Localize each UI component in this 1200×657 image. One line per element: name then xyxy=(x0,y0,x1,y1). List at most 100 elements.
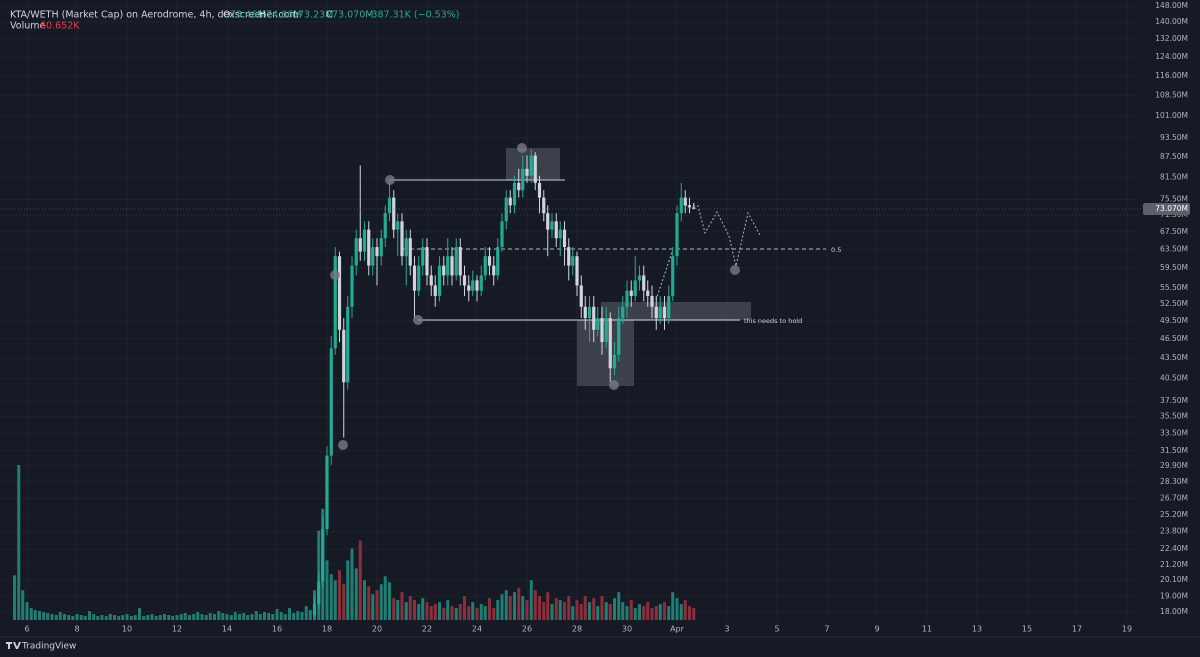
volume-bar xyxy=(663,602,666,620)
candle-body xyxy=(579,285,583,307)
volume-bar xyxy=(442,608,446,620)
volume-bar xyxy=(458,604,462,620)
volume-bar xyxy=(517,588,521,620)
volume-bar xyxy=(367,586,371,620)
volume-bar xyxy=(229,615,233,620)
y-tick-label: 20.10M xyxy=(1160,575,1188,584)
volume-bar xyxy=(679,604,683,620)
x-tick-label: 26 xyxy=(522,625,532,634)
brand-logo: TradingView xyxy=(6,642,76,652)
candle-body xyxy=(617,318,621,355)
volume-bar xyxy=(583,596,587,620)
volume-bar xyxy=(563,602,566,620)
candle-body xyxy=(633,280,637,296)
volume-bar xyxy=(529,580,533,620)
volume-bar xyxy=(671,592,675,620)
trend-line xyxy=(655,251,673,301)
candle-body xyxy=(387,197,392,214)
volume-bar xyxy=(304,606,308,620)
candle-body xyxy=(392,197,396,230)
candle-body xyxy=(346,306,350,383)
volume-bar xyxy=(267,613,271,620)
volume-pane xyxy=(13,465,696,620)
volume-bar xyxy=(554,598,558,620)
volume-bar xyxy=(25,602,29,620)
fib-label: 0.5 xyxy=(831,246,841,254)
candle-body xyxy=(446,256,450,276)
volume-bar xyxy=(175,615,179,620)
candle-body xyxy=(658,306,662,319)
volume-bar xyxy=(346,560,350,620)
candle-body xyxy=(587,306,592,319)
volume-bar xyxy=(200,614,204,620)
y-tick-label: 18.00M xyxy=(1160,607,1188,616)
point-marker xyxy=(730,265,740,275)
volume-bar xyxy=(108,614,112,620)
candle-body xyxy=(408,238,412,266)
y-tick-label: 19.00M xyxy=(1160,591,1188,600)
volume-bar xyxy=(446,600,450,620)
volume-bar xyxy=(204,615,208,620)
y-tick-label: 49.50M xyxy=(1160,316,1188,325)
annotation-label: this needs to hold xyxy=(744,317,802,325)
volume-bar xyxy=(238,614,241,620)
ohlc-value: 74.66M xyxy=(266,10,301,21)
volume-bar xyxy=(296,611,300,620)
volume-bar xyxy=(571,606,575,620)
volume-bar xyxy=(71,616,75,620)
y-tick-label: 23.80M xyxy=(1160,527,1188,536)
candle-body xyxy=(437,265,442,296)
candle-body xyxy=(546,213,550,230)
candle-body xyxy=(637,275,642,281)
candle-body xyxy=(496,247,500,276)
volume-bar xyxy=(608,604,612,620)
volume-bar xyxy=(400,592,404,620)
candle-body xyxy=(433,285,437,296)
x-tick-label: 18 xyxy=(322,625,332,634)
volume-bar xyxy=(438,602,441,620)
volume-bar xyxy=(408,596,412,620)
y-tick-label: 75.50M xyxy=(1160,195,1188,204)
point-marker xyxy=(338,440,348,450)
y-tick-label: 37.50M xyxy=(1160,396,1188,405)
volume-bar xyxy=(250,614,254,620)
volume-bar xyxy=(179,614,183,620)
volume-bar xyxy=(208,613,212,620)
volume-bar xyxy=(58,612,62,620)
volume-bar xyxy=(138,608,141,620)
x-tick-label: 9 xyxy=(874,625,879,634)
volume-bar xyxy=(504,590,508,620)
ohlc-value: 73.46M xyxy=(230,10,265,21)
volume-bar xyxy=(567,596,571,620)
volume-bar xyxy=(550,604,554,620)
volume-bar xyxy=(79,615,83,620)
candle-body xyxy=(412,265,417,291)
volume-bar xyxy=(692,607,696,620)
volume-bar xyxy=(171,616,175,620)
volume-bar xyxy=(396,600,400,620)
y-tick-label: 26.70M xyxy=(1160,494,1188,503)
candle-body xyxy=(321,529,325,582)
candle-body xyxy=(621,306,625,319)
volume-bar xyxy=(600,596,604,620)
volume-bar xyxy=(483,606,487,620)
volume-bar xyxy=(642,606,646,620)
volume-bar xyxy=(579,604,583,620)
candle-body xyxy=(354,238,358,266)
zone-box xyxy=(506,148,560,180)
candle-body xyxy=(562,229,567,248)
x-tick-label: 7 xyxy=(824,625,829,634)
candle-body xyxy=(371,247,375,266)
candle-body xyxy=(675,213,679,257)
candle-body xyxy=(333,256,337,349)
candle-body xyxy=(358,238,362,252)
x-tick-label: 13 xyxy=(972,625,982,634)
candle-body xyxy=(500,221,504,248)
candle-body xyxy=(687,205,692,208)
x-tick-label: 12 xyxy=(172,625,182,634)
volume-bar xyxy=(17,465,21,620)
candle-body xyxy=(479,275,483,291)
volume-bar xyxy=(475,608,479,620)
y-tick-label: 108.50M xyxy=(1155,90,1188,99)
candle-body xyxy=(375,247,379,257)
